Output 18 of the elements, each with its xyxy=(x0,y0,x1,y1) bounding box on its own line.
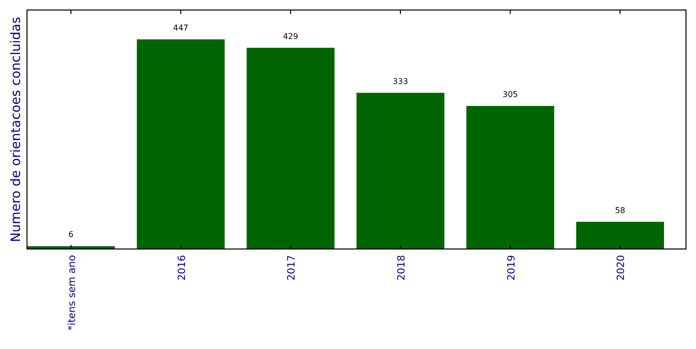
bar xyxy=(246,48,335,249)
bar xyxy=(356,92,444,249)
x-tick-label: *itens sem ano xyxy=(66,255,78,330)
x-tick-label: 2018 xyxy=(396,255,408,280)
data-label: 447 xyxy=(173,23,188,32)
data-label: 333 xyxy=(392,76,408,86)
bar xyxy=(136,39,225,249)
x-tick-label: 2019 xyxy=(506,255,518,280)
x-tick-label: 2020 xyxy=(616,255,628,280)
bar xyxy=(576,222,664,249)
bar xyxy=(466,106,554,249)
data-label: 6 xyxy=(68,230,74,240)
data-label: 305 xyxy=(502,90,518,99)
x-tick-label: 2016 xyxy=(176,255,188,280)
data-label: 58 xyxy=(615,206,626,215)
x-tick-label: 2017 xyxy=(286,255,298,280)
data-label: 429 xyxy=(282,32,298,41)
y-axis-title: Numero de orientacoes concluidas xyxy=(9,16,24,242)
